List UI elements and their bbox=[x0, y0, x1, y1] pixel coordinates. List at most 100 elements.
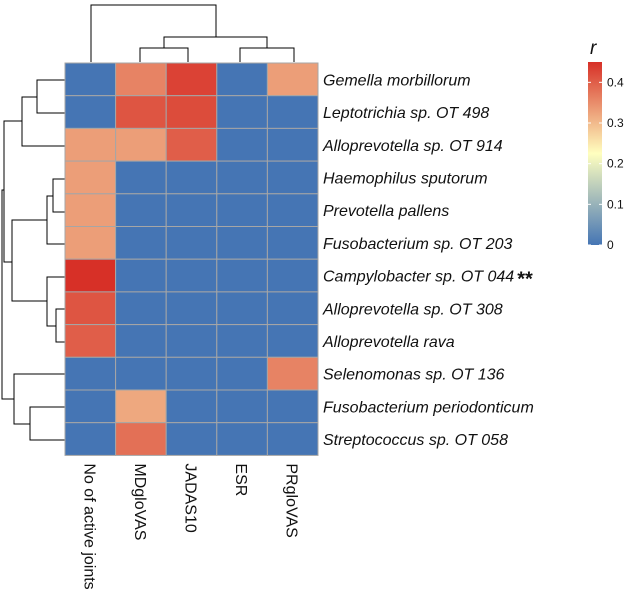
row-dendro-link bbox=[3, 120, 22, 263]
heatmap-cell bbox=[165, 324, 218, 358]
heatmap-cell bbox=[115, 127, 167, 162]
heatmap-cell bbox=[115, 62, 167, 97]
heatmap-cell bbox=[216, 193, 268, 228]
row-dendro-link bbox=[1, 189, 14, 400]
row-label: Gemella morbillorum bbox=[323, 72, 471, 89]
column-label: JADAS10 bbox=[182, 463, 199, 532]
column-label: MDgloVAS bbox=[131, 463, 148, 540]
heatmap-cell bbox=[266, 356, 319, 391]
heatmap-cell bbox=[64, 193, 117, 228]
legend-tick-label: 0.4 bbox=[607, 75, 624, 89]
color-legend: r 0 0.1 0.2 0.3 0.4 bbox=[588, 38, 624, 252]
heatmap-cell bbox=[64, 62, 117, 97]
heatmap-cell bbox=[266, 160, 319, 195]
row-dendro-link bbox=[36, 79, 65, 114]
heatmap-cell bbox=[115, 422, 167, 456]
row-label: Fusobacterium sp. OT 203 bbox=[323, 236, 513, 253]
heatmap-cell bbox=[266, 389, 319, 424]
row-labels: Gemella morbillorum Leptotrichia sp. OT 4… bbox=[322, 72, 534, 449]
row-dendro-link bbox=[21, 96, 65, 147]
heatmap-cell bbox=[216, 324, 268, 358]
row-label: Prevotella pallens bbox=[323, 203, 449, 220]
heatmap-cell bbox=[64, 422, 117, 456]
heatmap-cell bbox=[165, 226, 218, 260]
row-label: Haemophilus sputorum bbox=[323, 170, 488, 187]
heatmap-cell bbox=[216, 127, 268, 162]
heatmap-cell bbox=[266, 127, 319, 162]
heatmap-cell bbox=[266, 95, 319, 129]
legend-tick-label: 0.1 bbox=[607, 197, 624, 211]
heatmap-cell bbox=[266, 258, 319, 293]
column-dendrogram bbox=[90, 4, 295, 62]
heatmap-cell bbox=[165, 193, 218, 228]
heatmap-cell bbox=[115, 389, 167, 424]
row-label: Fusobacterium periodonticum bbox=[323, 399, 534, 416]
heatmap-cell bbox=[64, 258, 117, 293]
heatmap-cell bbox=[165, 127, 218, 162]
row-dendrogram bbox=[1, 79, 65, 441]
row-dendro-link bbox=[55, 308, 65, 343]
heatmap-cell bbox=[64, 226, 117, 260]
heatmap-cell bbox=[115, 193, 167, 228]
significance-marker: ** bbox=[517, 269, 533, 291]
row-label: Alloprevotella rava bbox=[322, 334, 455, 351]
heatmap-cell bbox=[216, 291, 268, 326]
heatmap-cell bbox=[165, 356, 218, 391]
heatmap-cell bbox=[64, 291, 117, 326]
row-dendro-link bbox=[46, 195, 65, 245]
legend-tick-label: 0 bbox=[607, 238, 614, 252]
row-dendro-link bbox=[13, 373, 65, 425]
row-label: Selenomonas sp. OT 136 bbox=[323, 367, 505, 384]
legend-title: r bbox=[590, 38, 597, 59]
heatmap-cell bbox=[266, 62, 319, 97]
row-dendro-link bbox=[52, 178, 65, 213]
column-label: ESR bbox=[232, 463, 249, 496]
row-dendro-link bbox=[11, 219, 47, 302]
row-label: Campylobacter sp. OT 044 bbox=[323, 269, 514, 286]
heatmap-cell bbox=[165, 62, 218, 97]
heatmap-cell bbox=[64, 389, 117, 424]
column-label: No of active joints bbox=[80, 463, 97, 589]
heatmap-cell bbox=[165, 95, 218, 129]
heatmap-cell bbox=[165, 160, 218, 195]
col-dendro-link bbox=[90, 4, 217, 62]
heatmap-cell bbox=[266, 291, 319, 326]
heatmap-cell bbox=[216, 95, 268, 129]
heatmap-cell bbox=[165, 258, 218, 293]
column-labels: No of active joints MDgloVAS JADAS10 ESR PRg… bbox=[80, 463, 299, 589]
heatmap-cell bbox=[115, 95, 167, 129]
heatmap-cell bbox=[115, 258, 167, 293]
heatmap-cell bbox=[64, 95, 117, 129]
row-label: Alloprevotella sp. OT 308 bbox=[322, 301, 503, 318]
row-label: Streptococcus sp. OT 058 bbox=[323, 432, 508, 449]
heatmap-cell bbox=[115, 226, 167, 260]
heatmap-cell bbox=[216, 258, 268, 293]
legend-colorbar bbox=[588, 62, 602, 245]
heatmap-cell bbox=[216, 389, 268, 424]
heatmap-cell bbox=[165, 291, 218, 326]
heatmap-cell bbox=[216, 226, 268, 260]
heatmap-cell bbox=[266, 324, 319, 358]
col-dendro-link bbox=[239, 47, 295, 62]
column-label: PRgloVAS bbox=[283, 463, 300, 537]
heatmap-cell bbox=[64, 127, 117, 162]
heatmap-cell bbox=[165, 389, 218, 424]
heatmap-cell bbox=[266, 193, 319, 228]
col-dendro-link bbox=[139, 47, 189, 62]
heatmap-cell bbox=[165, 422, 218, 456]
heatmap-cell bbox=[115, 356, 167, 391]
heatmap-cells bbox=[64, 62, 319, 456]
row-label: Alloprevotella sp. OT 914 bbox=[322, 138, 503, 155]
heatmap-cell bbox=[266, 226, 319, 260]
legend-tick-label: 0.3 bbox=[607, 116, 624, 130]
heatmap-cell bbox=[64, 356, 117, 391]
heatmap-cell bbox=[266, 422, 319, 456]
heatmap-cell bbox=[115, 291, 167, 326]
legend-tick-label: 0.2 bbox=[607, 157, 624, 171]
heatmap-cell bbox=[216, 62, 268, 97]
heatmap-cell bbox=[216, 160, 268, 195]
heatmap-cell bbox=[64, 160, 117, 195]
heatmap-cell bbox=[216, 356, 268, 391]
heatmap-cell bbox=[64, 324, 117, 358]
